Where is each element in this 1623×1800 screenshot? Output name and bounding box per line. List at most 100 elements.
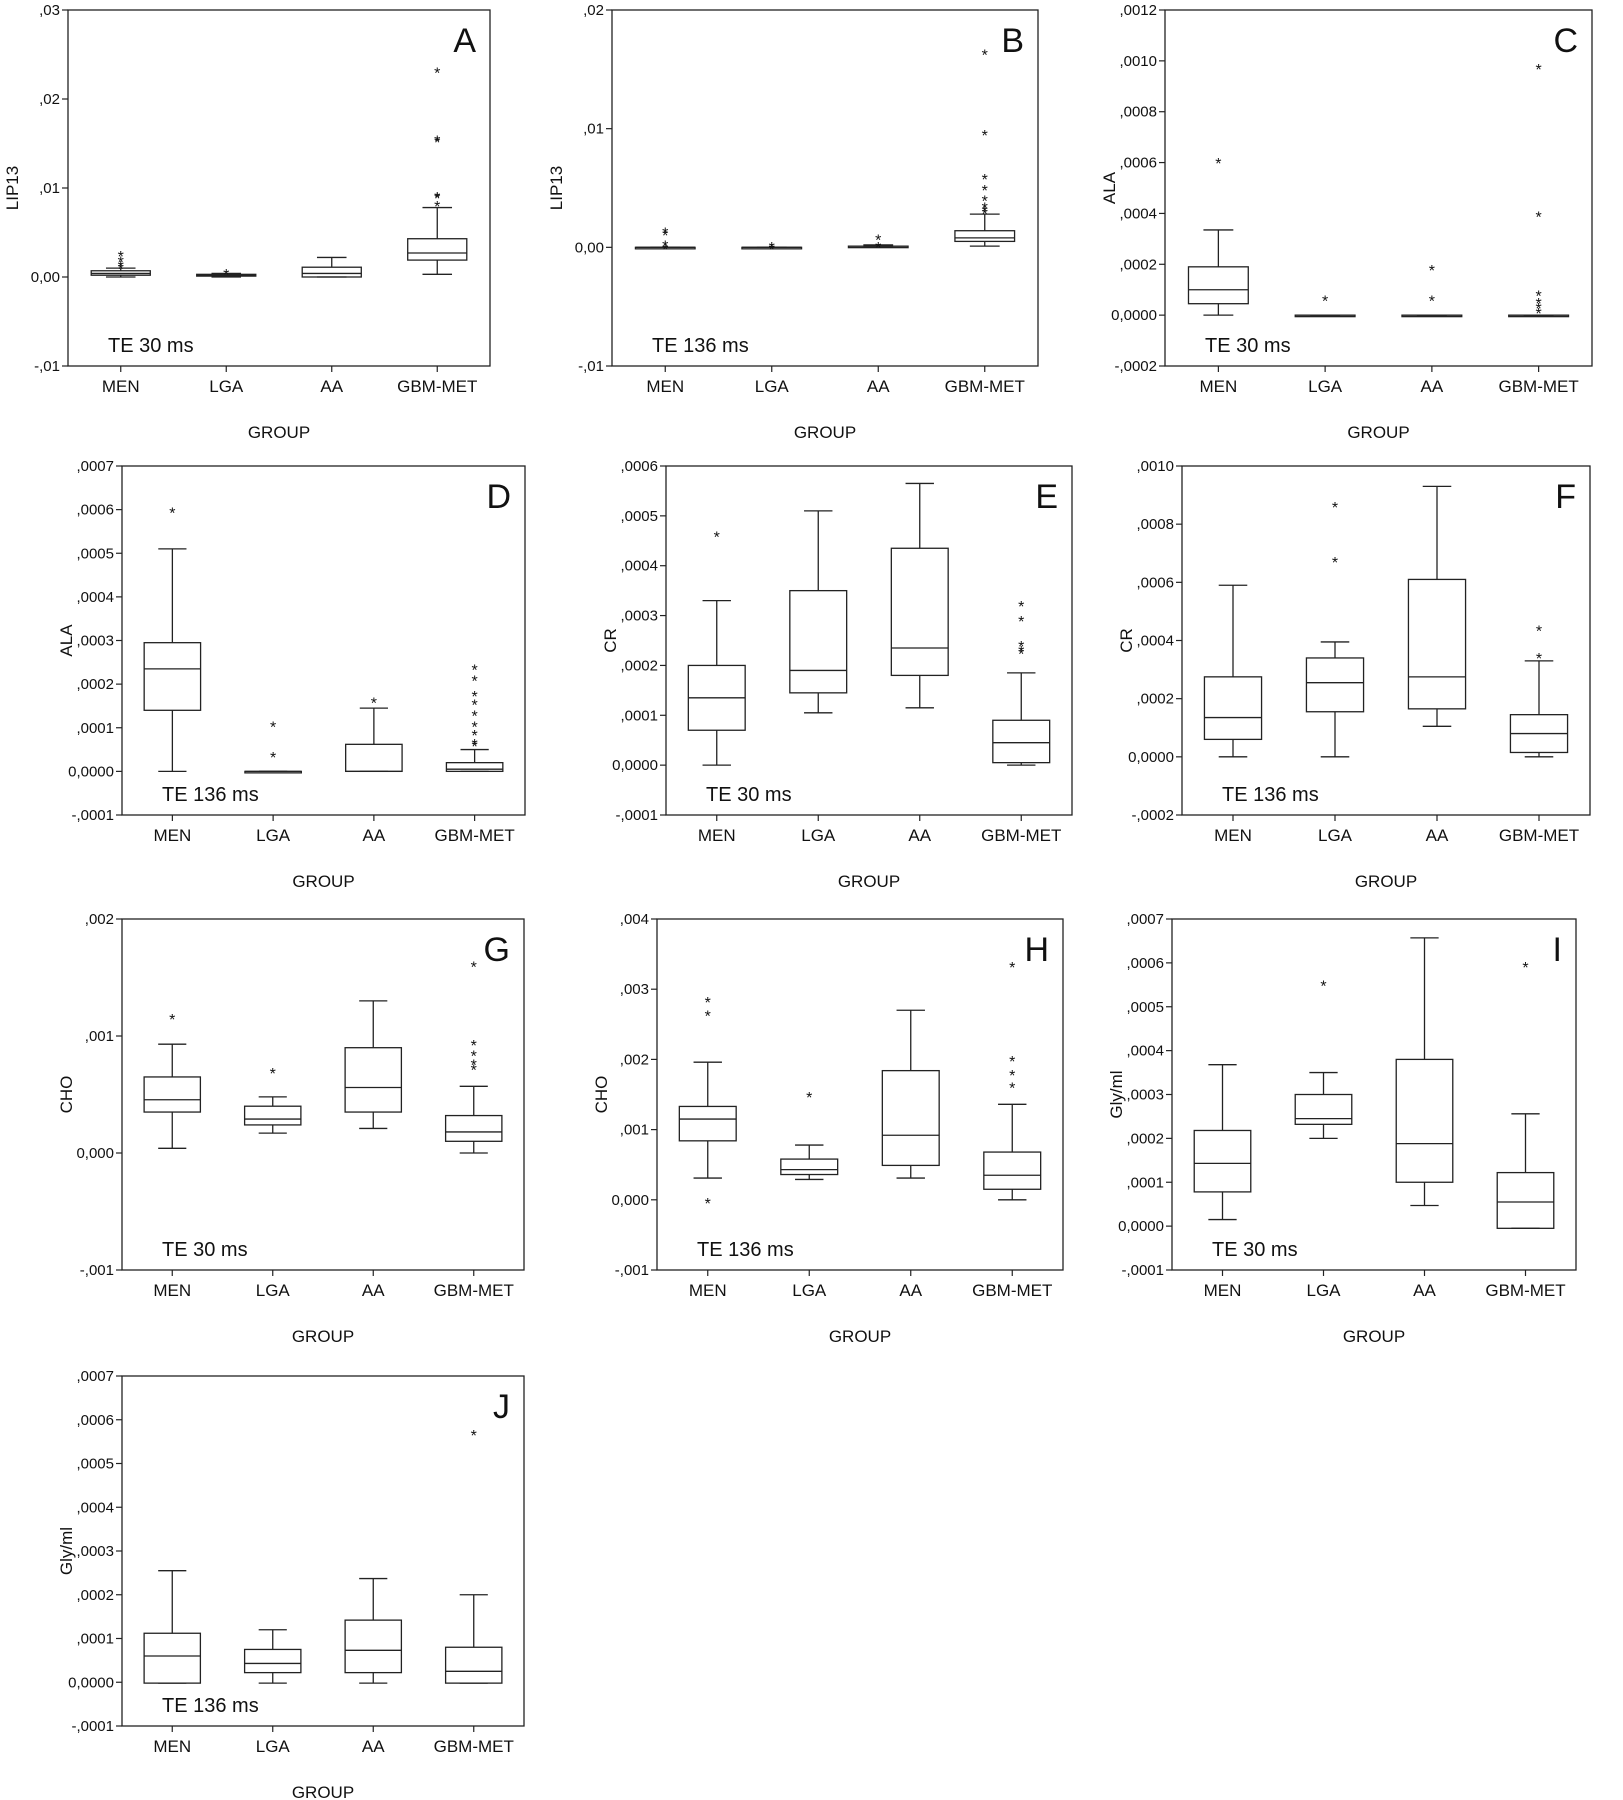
box-gbm-met: ********	[954, 48, 1016, 247]
box-gbm-met: *****	[444, 959, 503, 1154]
y-tick-label: ,001	[620, 1122, 649, 1139]
x-tick-label: GBM-MET	[972, 1281, 1052, 1300]
x-tick-label: MEN	[102, 377, 140, 396]
plot-frame	[121, 918, 525, 1271]
y-tick-label: ,0002	[620, 657, 658, 674]
outlier-marker: *	[1429, 293, 1435, 310]
outlier-marker: *	[434, 199, 440, 216]
y-tick-label: ,0008	[1136, 516, 1174, 533]
outlier-marker: *	[769, 242, 775, 259]
outlier-marker: *	[472, 698, 478, 715]
box-aa: *	[345, 695, 403, 773]
x-tick-label: AA	[908, 826, 931, 845]
outlier-marker: *	[471, 1058, 477, 1075]
x-tick-label: MEN	[153, 1737, 191, 1756]
outlier-marker: *	[1536, 301, 1542, 318]
x-tick-label: LGA	[801, 826, 836, 845]
panel-letter: B	[1001, 22, 1024, 60]
outlier-marker: *	[434, 190, 440, 207]
y-tick-label: ,02	[583, 2, 604, 19]
y-tick-label: ,0002	[1119, 256, 1157, 273]
x-tick-label: LGA	[1318, 826, 1353, 845]
box-iqr	[890, 547, 949, 677]
x-tick-label: GBM-MET	[434, 1737, 514, 1756]
plot-frame	[665, 465, 1073, 816]
plot-frame	[656, 918, 1064, 1271]
echo-time-annotation: TE 136 ms	[652, 335, 749, 357]
x-tick-label: MEN	[646, 377, 684, 396]
panel-letter: C	[1553, 22, 1578, 60]
box-men	[1193, 1064, 1252, 1221]
y-tick-label: ,0004	[1126, 1043, 1164, 1060]
box-iqr	[780, 1158, 839, 1176]
outlier-marker: *	[662, 226, 668, 243]
x-axis-title: GROUP	[292, 872, 354, 891]
y-tick-label: ,0005	[76, 1456, 114, 1473]
outlier-marker: *	[662, 228, 668, 245]
box-aa	[890, 482, 949, 709]
y-tick-label: -,0001	[1121, 1262, 1164, 1279]
y-tick-label: ,002	[620, 1051, 649, 1068]
x-tick-label: LGA	[256, 1281, 291, 1300]
outlier-marker: *	[169, 1012, 175, 1029]
y-axis-title: CR	[1117, 628, 1136, 653]
box-iqr	[992, 719, 1051, 764]
box-lga: **	[741, 240, 803, 259]
x-tick-label: LGA	[256, 826, 291, 845]
y-tick-label: ,002	[85, 911, 114, 928]
panel-letter: G	[484, 931, 510, 969]
box-aa: **	[1401, 263, 1463, 318]
y-tick-label: -,01	[34, 358, 60, 375]
box-gbm-met: ******	[1508, 62, 1570, 323]
plot-frame	[611, 9, 1039, 367]
panel-j: -,0001 0,0000 ,0001 ,0002 ,0003 ,0004 ,0005 ,00…	[57, 1368, 525, 1800]
box-lga: *	[243, 1066, 302, 1134]
outlier-marker: *	[982, 204, 988, 221]
x-axis-title: GROUP	[1347, 423, 1409, 442]
panel-h: -,001 0,000 ,001 ,002 ,003 ,004 MEN LGA AA GBM-ME…	[592, 911, 1064, 1346]
box-iqr	[1193, 1129, 1252, 1193]
outlier-marker: *	[982, 207, 988, 224]
outlier-marker: *	[1522, 960, 1528, 977]
x-axis-title: GROUP	[829, 1327, 891, 1346]
outlier-marker: *	[982, 128, 988, 145]
outlier-marker: *	[1009, 1081, 1015, 1098]
y-tick-label: 0,0000	[68, 763, 114, 780]
y-tick-label: -,001	[615, 1262, 649, 1279]
x-tick-label: LGA	[256, 1737, 291, 1756]
outlier-marker: *	[434, 135, 440, 152]
x-tick-label: GBM-MET	[1498, 377, 1578, 396]
outlier-marker: *	[1320, 979, 1326, 996]
outlier-marker: *	[982, 172, 988, 189]
box-men	[143, 1570, 202, 1684]
y-axis-title: LIP13	[3, 166, 22, 210]
outlier-marker: *	[982, 183, 988, 200]
y-tick-label: ,0003	[620, 608, 658, 625]
y-tick-label: 0,000	[76, 1145, 114, 1162]
box-iqr	[1407, 578, 1467, 710]
x-tick-label: MEN	[689, 1281, 727, 1300]
x-tick-label: MEN	[1199, 377, 1237, 396]
outlier-marker: *	[471, 1048, 477, 1065]
outlier-marker: *	[1018, 644, 1024, 661]
y-tick-label: ,0004	[76, 589, 114, 606]
box-aa	[881, 1009, 940, 1179]
y-tick-label: ,0002	[1136, 691, 1174, 708]
x-axis-title: GROUP	[248, 423, 310, 442]
x-tick-label: AA	[1413, 1281, 1436, 1300]
box-gbm-met: *	[1496, 960, 1555, 1229]
x-tick-label: GBM-MET	[981, 826, 1061, 845]
outlier-marker: *	[806, 1090, 812, 1107]
outlier-marker: *	[662, 239, 668, 256]
y-tick-label: ,0003	[76, 633, 114, 650]
box-gbm-met: *	[444, 1428, 503, 1684]
y-tick-label: ,0002	[1126, 1130, 1164, 1147]
outlier-marker: *	[769, 240, 775, 257]
box-lga: *	[1294, 979, 1353, 1140]
x-tick-label: AA	[362, 1281, 385, 1300]
panel-letter: D	[486, 478, 511, 516]
y-tick-label: ,02	[39, 91, 60, 108]
y-tick-label: ,0004	[1119, 205, 1157, 222]
box-iqr	[143, 1632, 202, 1684]
outlier-marker: *	[1018, 614, 1024, 631]
